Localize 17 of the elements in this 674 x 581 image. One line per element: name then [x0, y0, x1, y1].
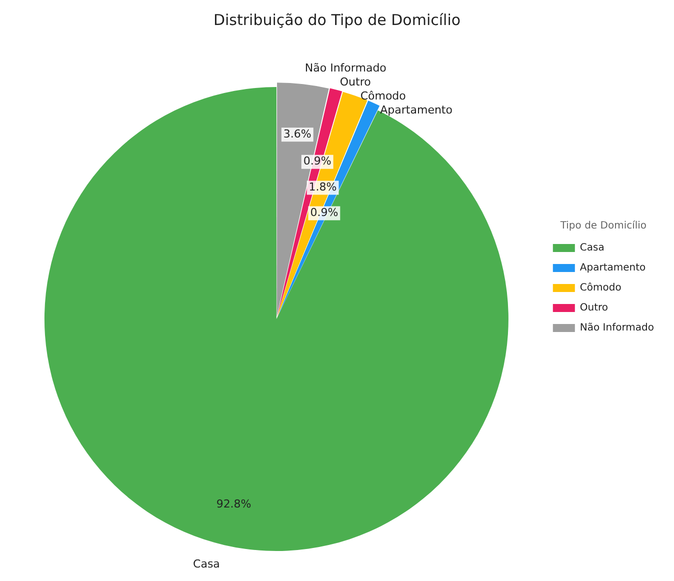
slice-label: Apartamento [380, 103, 453, 116]
data-label: 0.9% [303, 154, 332, 168]
legend-label: Apartamento [580, 262, 646, 274]
slice-label: Casa [193, 557, 220, 570]
legend-label: Não Informado [580, 322, 654, 334]
data-label: 92.8% [216, 497, 252, 510]
data-label: 0.9% [310, 206, 338, 220]
legend-label: Outro [580, 302, 608, 314]
chart-title: Distribuição do Tipo de Domicílio [213, 10, 461, 29]
slice-label: Outro [340, 75, 372, 88]
slice-label: Não Informado [304, 61, 387, 74]
data-label: 1.8% [308, 180, 337, 194]
legend-label: Casa [580, 242, 604, 254]
legend-title: Tipo de Domicílio [559, 220, 647, 232]
legend-label: Cômodo [580, 282, 622, 294]
data-label: 3.6% [283, 127, 312, 140]
slice-label: Cômodo [360, 89, 406, 102]
